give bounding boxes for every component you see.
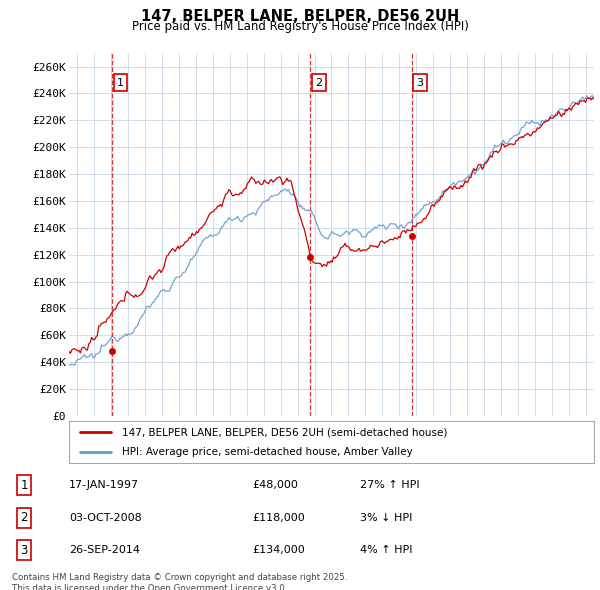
Text: 1: 1	[117, 78, 124, 88]
Text: 26-SEP-2014: 26-SEP-2014	[69, 545, 140, 555]
Text: 3% ↓ HPI: 3% ↓ HPI	[360, 513, 412, 523]
Text: £118,000: £118,000	[252, 513, 305, 523]
Text: 3: 3	[20, 543, 28, 557]
Text: Contains HM Land Registry data © Crown copyright and database right 2025.
This d: Contains HM Land Registry data © Crown c…	[12, 573, 347, 590]
Text: 4% ↑ HPI: 4% ↑ HPI	[360, 545, 413, 555]
Text: 147, BELPER LANE, BELPER, DE56 2UH: 147, BELPER LANE, BELPER, DE56 2UH	[141, 9, 459, 24]
Text: 3: 3	[416, 78, 424, 88]
Text: 03-OCT-2008: 03-OCT-2008	[69, 513, 142, 523]
Text: £134,000: £134,000	[252, 545, 305, 555]
Text: Price paid vs. HM Land Registry's House Price Index (HPI): Price paid vs. HM Land Registry's House …	[131, 20, 469, 33]
Text: 2: 2	[20, 511, 28, 525]
Text: 17-JAN-1997: 17-JAN-1997	[69, 480, 139, 490]
Text: HPI: Average price, semi-detached house, Amber Valley: HPI: Average price, semi-detached house,…	[121, 447, 412, 457]
Text: 147, BELPER LANE, BELPER, DE56 2UH (semi-detached house): 147, BELPER LANE, BELPER, DE56 2UH (semi…	[121, 427, 447, 437]
Text: 2: 2	[316, 78, 323, 88]
Text: 27% ↑ HPI: 27% ↑ HPI	[360, 480, 419, 490]
Text: 1: 1	[20, 478, 28, 492]
Text: £48,000: £48,000	[252, 480, 298, 490]
